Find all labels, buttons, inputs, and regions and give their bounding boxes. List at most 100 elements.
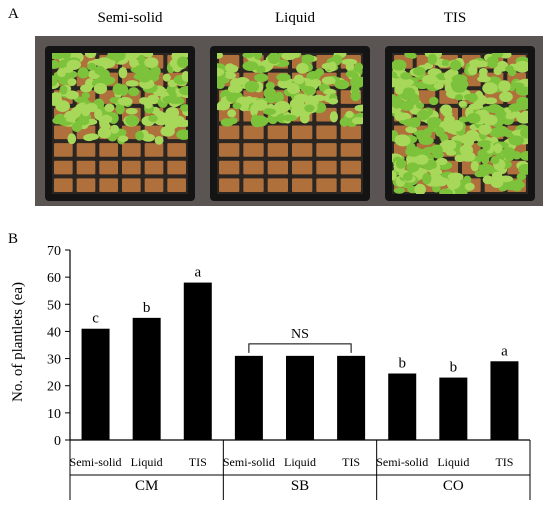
leaf <box>416 102 425 109</box>
leaf <box>393 187 406 194</box>
leaf <box>160 126 175 137</box>
leaf <box>482 140 491 152</box>
soil-plug <box>144 160 164 175</box>
soil-plug <box>267 143 288 157</box>
leaf <box>80 104 91 117</box>
soil-plug <box>340 143 361 157</box>
leaf <box>327 98 339 105</box>
leaf <box>118 135 129 143</box>
x-tick-label: Semi-solid <box>70 455 122 469</box>
soil-plug <box>76 178 96 192</box>
soil-plug <box>340 178 361 192</box>
leaf <box>224 63 235 73</box>
leaf <box>466 112 481 124</box>
bar-sb-tis <box>337 355 366 440</box>
leaf <box>180 104 188 112</box>
ns-bracket <box>248 343 352 353</box>
leaf <box>490 156 500 165</box>
y-tick-label: 20 <box>47 380 61 395</box>
leaf <box>52 53 64 60</box>
leaf <box>93 82 108 95</box>
leaf <box>474 170 484 178</box>
leaf <box>428 96 439 106</box>
leaf <box>87 62 97 71</box>
leaf <box>329 111 339 123</box>
soil-plug <box>99 143 118 157</box>
leaf <box>125 80 139 87</box>
soil-plug <box>219 178 240 192</box>
soil-plug <box>167 143 186 157</box>
y-tick-label: 40 <box>47 325 61 340</box>
leaf <box>85 78 95 89</box>
leaf <box>300 85 310 92</box>
leaf <box>244 80 260 93</box>
leaf <box>143 53 154 58</box>
leaf <box>242 61 259 71</box>
soil-plug <box>76 160 96 175</box>
significance-letter: b <box>450 360 458 376</box>
tray-tis <box>385 46 535 201</box>
leaf <box>331 54 343 64</box>
leaf <box>499 91 513 103</box>
leaf <box>61 53 71 60</box>
leaf <box>458 100 467 107</box>
leaf <box>520 110 528 121</box>
y-tick-label: 30 <box>47 353 61 368</box>
leaf <box>252 99 268 111</box>
bar-co-semi-solid <box>388 373 417 440</box>
soil-plug <box>122 160 141 175</box>
soil-plug <box>292 143 313 157</box>
leaf <box>487 60 498 68</box>
bar-cm-tis <box>183 282 212 440</box>
leaf <box>505 65 514 73</box>
leaf <box>463 93 476 101</box>
tray-liquid <box>210 46 370 201</box>
leaf <box>176 129 188 140</box>
leaf <box>493 125 509 137</box>
soil-plug <box>243 160 264 175</box>
leaf <box>67 78 77 86</box>
leaf <box>493 143 503 154</box>
leaf <box>402 87 416 98</box>
leaf <box>173 115 185 125</box>
leaf <box>435 126 445 138</box>
leaf <box>351 117 363 125</box>
leaf <box>504 150 515 162</box>
leaf <box>483 97 498 105</box>
leaf <box>236 77 249 86</box>
significance-letter: a <box>501 343 508 359</box>
y-axis-label: No. of plantlets (ea) <box>10 282 26 402</box>
leaf <box>516 96 528 109</box>
leaf <box>262 108 277 115</box>
leaf <box>451 82 467 93</box>
soil-plug <box>144 143 164 157</box>
leaf <box>310 79 322 87</box>
x-tick-label: Liquid <box>284 455 316 469</box>
tray-semi-solid <box>45 46 195 201</box>
leaf <box>144 57 159 68</box>
x-tick-label: TIS <box>189 455 207 469</box>
leaf <box>490 176 504 189</box>
soil-plug <box>219 160 240 175</box>
significance-letter: a <box>194 265 201 281</box>
leaf <box>339 117 349 127</box>
y-tick-label: 70 <box>47 244 61 259</box>
soil-plug <box>316 143 337 157</box>
tray-liquid-plants <box>217 53 363 192</box>
leaf <box>394 83 404 95</box>
leaf <box>52 75 58 87</box>
bar-cm-liquid <box>132 317 161 440</box>
leaf <box>394 111 404 122</box>
leaf <box>421 74 438 85</box>
leaf <box>392 94 397 104</box>
leaf <box>256 65 266 74</box>
leaf <box>405 126 418 134</box>
soil-plug <box>340 125 361 140</box>
leaf <box>418 133 431 142</box>
y-tick-label: 50 <box>47 298 61 313</box>
leaf <box>117 96 133 106</box>
leaf <box>254 73 269 83</box>
leaf <box>516 173 527 181</box>
leaf <box>81 92 90 99</box>
leaf <box>394 134 410 145</box>
